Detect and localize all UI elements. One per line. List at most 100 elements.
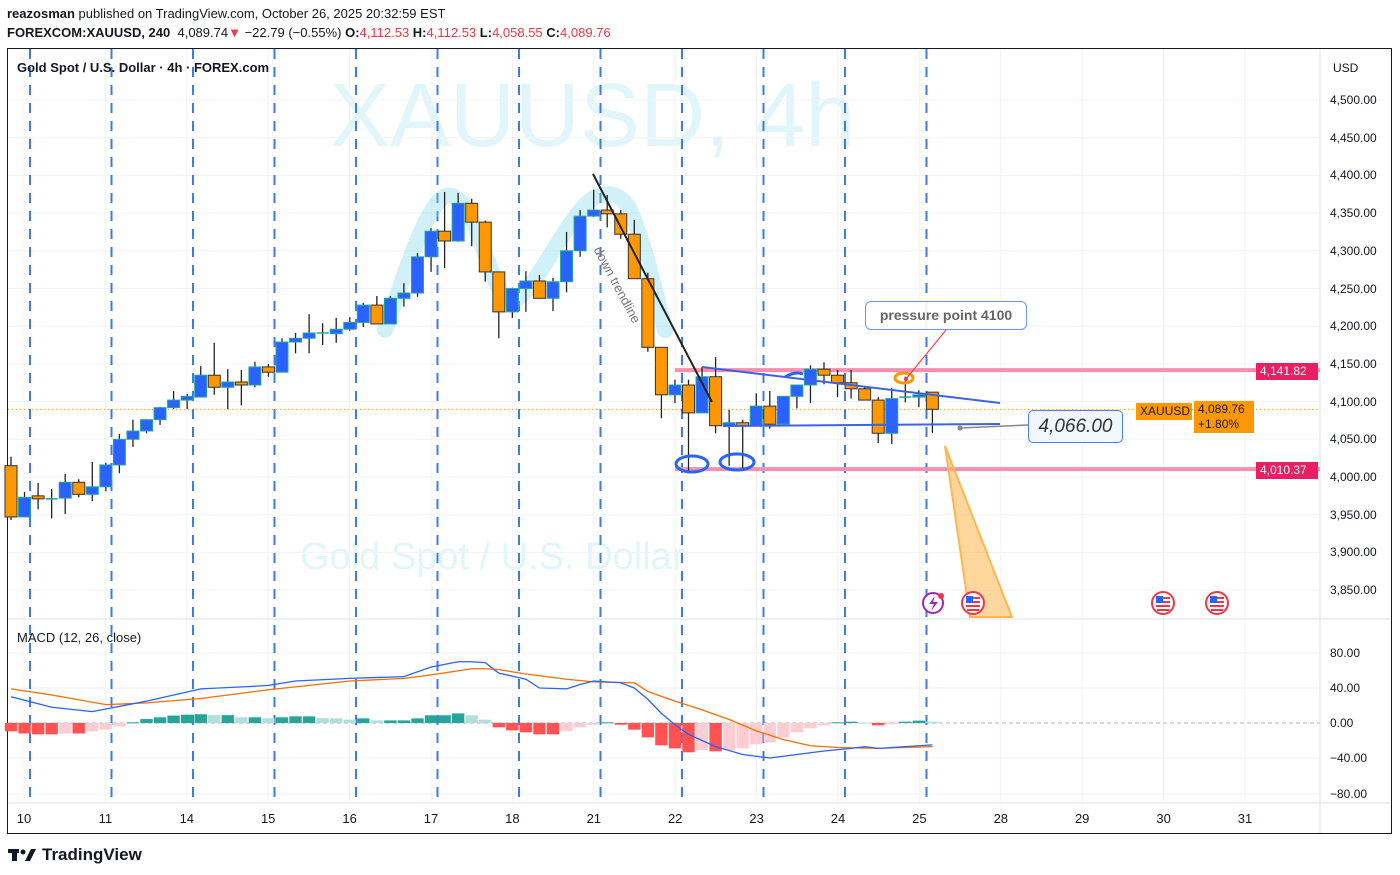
callout-pointer-line xyxy=(905,329,947,380)
candle-body xyxy=(438,230,452,242)
time-tick-label: 11 xyxy=(98,811,113,826)
candle-body xyxy=(234,381,248,386)
candle xyxy=(18,492,32,518)
price-tick-label: 3,950.00 xyxy=(1330,507,1377,522)
candle-body xyxy=(207,374,221,388)
candle-body xyxy=(194,374,208,398)
time-tick-label: 21 xyxy=(586,811,602,826)
candle-body xyxy=(871,399,885,434)
close-value: 4,089.76 xyxy=(560,25,611,40)
low-value: 4,058.55 xyxy=(492,25,543,40)
candle xyxy=(234,369,248,406)
symbol-info: FOREXCOM:XAUUSD, 240 4,089.74▼ −22.79 (−… xyxy=(7,25,611,40)
candle-body xyxy=(776,395,790,425)
candle-body xyxy=(925,391,939,410)
macd-signal-line xyxy=(10,668,933,750)
time-tick-label: 25 xyxy=(912,811,927,826)
open-value: 4,112.53 xyxy=(359,25,410,40)
candle xyxy=(329,317,343,343)
candle xyxy=(167,391,181,410)
macd-histogram-bar xyxy=(858,722,871,724)
candle-body xyxy=(72,481,86,495)
candle xyxy=(302,314,316,354)
candle-body xyxy=(153,407,167,421)
candle-body xyxy=(248,366,262,386)
candle xyxy=(465,198,479,247)
candle-body xyxy=(289,337,303,343)
candle xyxy=(221,369,235,410)
time-tick-label: 10 xyxy=(16,811,32,826)
macd-histogram-bar xyxy=(451,713,465,723)
candle-body xyxy=(654,346,668,396)
candle xyxy=(560,231,574,293)
pressure-point-callout[interactable]: pressure point 4100 xyxy=(865,301,1027,330)
candle xyxy=(587,189,601,217)
candle xyxy=(140,418,153,434)
macd-tick-label: 0.00 xyxy=(1330,716,1354,730)
macd-histogram-bar xyxy=(384,720,397,723)
flag-stripe xyxy=(1211,609,1223,611)
low-label: L: xyxy=(479,25,493,40)
candle xyxy=(817,362,831,385)
macd-histogram-bar xyxy=(411,718,424,723)
macd-histogram-bar xyxy=(289,716,302,723)
macd-tick-label: 80.00 xyxy=(1330,646,1361,660)
candle-body xyxy=(749,405,763,427)
candle xyxy=(736,419,750,470)
tradingview-logo[interactable]: TradingView xyxy=(8,845,142,865)
currency-label[interactable]: USD xyxy=(1333,61,1359,75)
macd-histogram-bar xyxy=(167,715,180,723)
price-tick-label: 3,850.00 xyxy=(1330,583,1377,598)
candle xyxy=(180,394,194,410)
price-note-box[interactable]: 4,066.00 xyxy=(1028,410,1123,443)
candle xyxy=(4,456,18,520)
flag-canton xyxy=(1210,596,1217,603)
candle xyxy=(45,489,58,519)
candle-body xyxy=(126,430,140,440)
macd-histogram-bar xyxy=(573,723,587,728)
candle-body xyxy=(4,465,18,518)
candle-body xyxy=(424,230,438,258)
macd-histogram-bar xyxy=(641,723,655,738)
macd-histogram-bar xyxy=(302,716,316,723)
macd-histogram-bar xyxy=(614,723,627,725)
macd-histogram-bar xyxy=(546,723,560,735)
candle-body xyxy=(560,250,574,283)
chart-legend[interactable]: Gold Spot / U.S. Dollar · 4h · FOREX.com xyxy=(17,60,270,75)
author[interactable]: reazosman xyxy=(7,6,75,21)
candle xyxy=(72,479,86,498)
macd-histogram-bar xyxy=(492,723,505,728)
last-price: 4,089.74 xyxy=(177,25,229,40)
flag-canton xyxy=(966,596,973,603)
candle xyxy=(411,253,424,297)
candle-body xyxy=(343,321,357,330)
candle-body xyxy=(763,405,777,425)
candle-body xyxy=(790,384,804,397)
time-tick-label: 14 xyxy=(179,811,195,826)
candle xyxy=(614,210,628,239)
price-tick-label: 3,900.00 xyxy=(1330,545,1377,560)
time-tick-label: 22 xyxy=(667,811,683,826)
macd-histogram-bar xyxy=(465,715,478,723)
down-trendline xyxy=(592,173,713,403)
candle xyxy=(776,395,790,425)
candle xyxy=(289,332,303,354)
macd-histogram-bar xyxy=(221,715,234,723)
macd-histogram-bar xyxy=(750,723,763,745)
candle-body xyxy=(397,292,411,299)
flag-stripe xyxy=(1210,605,1224,607)
candle-body xyxy=(180,395,194,401)
candle-body xyxy=(302,332,316,339)
candle-body xyxy=(18,496,32,518)
macd-legend[interactable]: MACD (12, 26, close) xyxy=(17,630,142,645)
macd-histogram-bar xyxy=(235,717,248,723)
candle-body xyxy=(58,481,72,499)
candle-body xyxy=(329,328,343,335)
last-price-tag-change: +1.80% xyxy=(1198,417,1240,431)
candle-body xyxy=(451,202,465,242)
candle xyxy=(370,296,384,325)
macd-line xyxy=(10,661,933,759)
candle-body xyxy=(383,297,397,325)
lightning-icon-bolt xyxy=(929,596,938,611)
